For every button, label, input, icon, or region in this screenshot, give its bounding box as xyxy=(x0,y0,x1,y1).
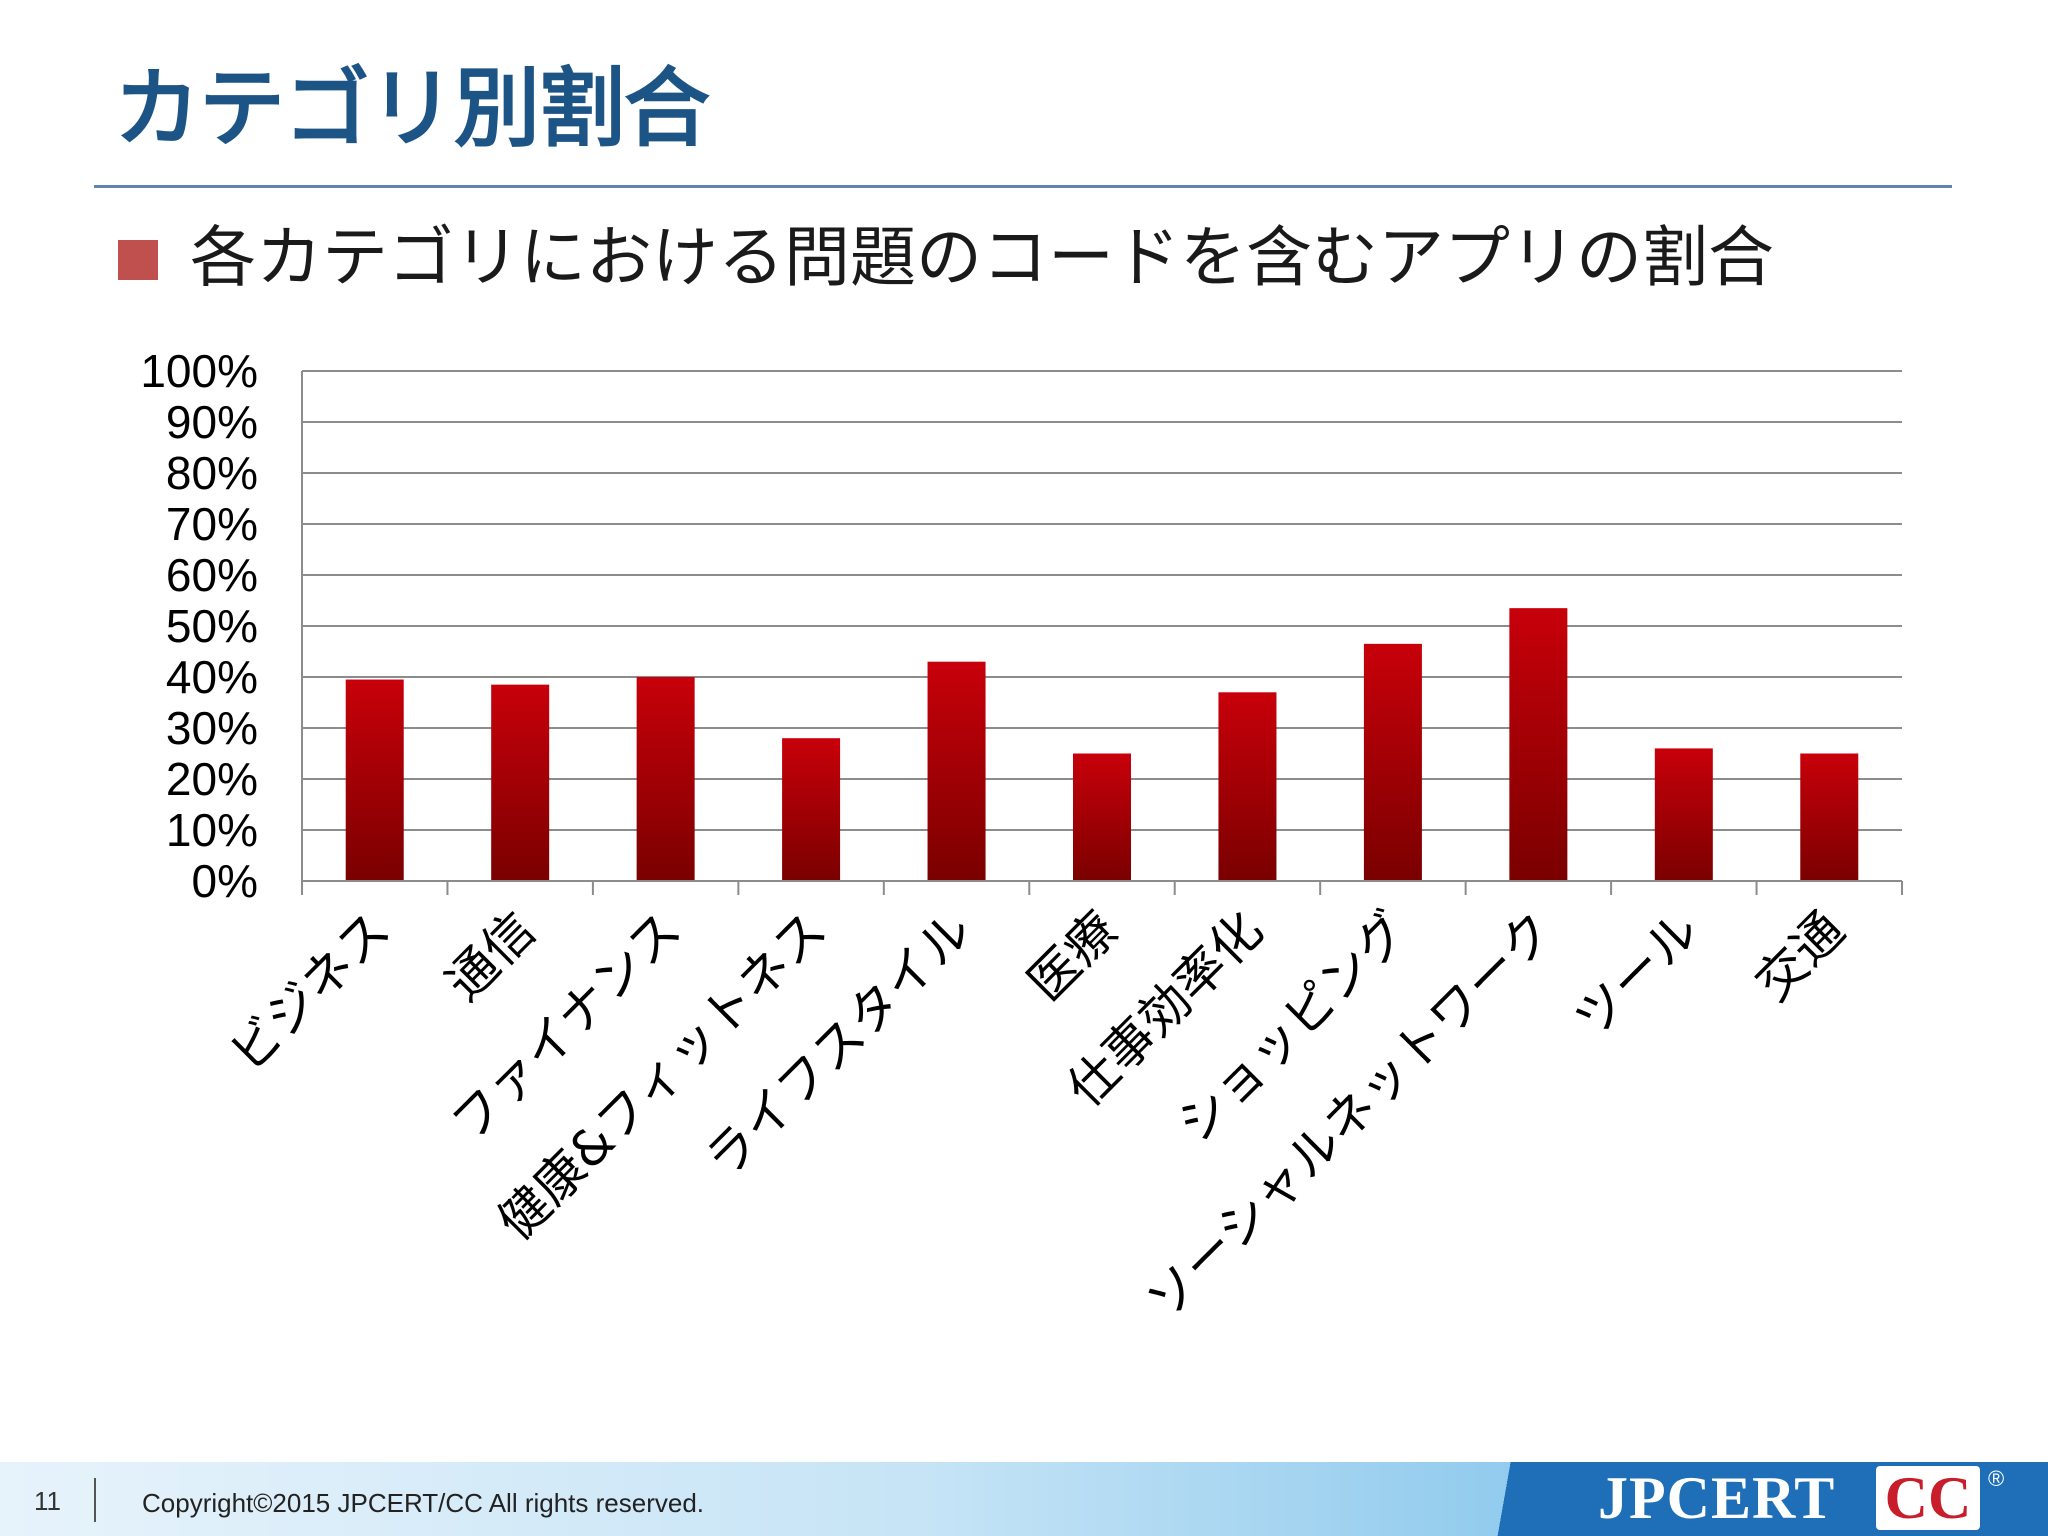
title-divider xyxy=(94,185,1952,188)
y-tick-label: 0% xyxy=(192,855,258,907)
bar xyxy=(1363,643,1422,881)
bar xyxy=(1218,692,1277,881)
y-tick-label: 80% xyxy=(166,447,258,499)
y-tick-label: 70% xyxy=(166,498,258,550)
bar xyxy=(1800,753,1859,881)
bar xyxy=(1509,608,1568,881)
x-tick-label: ツール xyxy=(1563,900,1710,1047)
y-tick-label: 50% xyxy=(166,600,258,652)
slide-title: カテゴリ別割合 xyxy=(114,59,710,159)
bar xyxy=(927,661,986,881)
x-tick-label: 交通 xyxy=(1744,900,1856,1012)
y-tick-label: 20% xyxy=(166,753,258,805)
bar xyxy=(491,684,550,881)
y-tick-label: 30% xyxy=(166,702,258,754)
bar xyxy=(1654,748,1713,881)
bar xyxy=(1073,753,1131,881)
page-number: 11 xyxy=(34,1486,61,1516)
cc-logo-text: CC xyxy=(1884,1465,1972,1531)
x-tick-label: ライフスタイル xyxy=(695,900,983,1188)
x-tick-label: 医療 xyxy=(1017,900,1129,1012)
footer-divider xyxy=(94,1478,96,1522)
bullet-text: 各カテゴリにおける問題のコードを含むアプリの割合 xyxy=(190,219,1774,296)
bullet-square-icon xyxy=(118,240,158,280)
copyright-text: Copyright©2015 JPCERT/CC All rights rese… xyxy=(142,1488,705,1518)
bar xyxy=(345,679,404,881)
registered-mark: ® xyxy=(1988,1466,2005,1491)
y-tick-label: 90% xyxy=(166,396,258,448)
y-tick-label: 40% xyxy=(166,651,258,703)
y-tick-label: 60% xyxy=(166,549,258,601)
x-tick-label: 通信 xyxy=(435,900,547,1012)
y-tick-label: 10% xyxy=(166,804,258,856)
bar xyxy=(782,738,841,881)
jpcert-logo-text: JPCERT xyxy=(1598,1465,1836,1531)
y-tick-label: 100% xyxy=(140,345,258,397)
cc-logo-box: CC xyxy=(1876,1466,1980,1530)
bar xyxy=(636,677,695,881)
x-tick-label: ビジネス xyxy=(219,900,401,1082)
